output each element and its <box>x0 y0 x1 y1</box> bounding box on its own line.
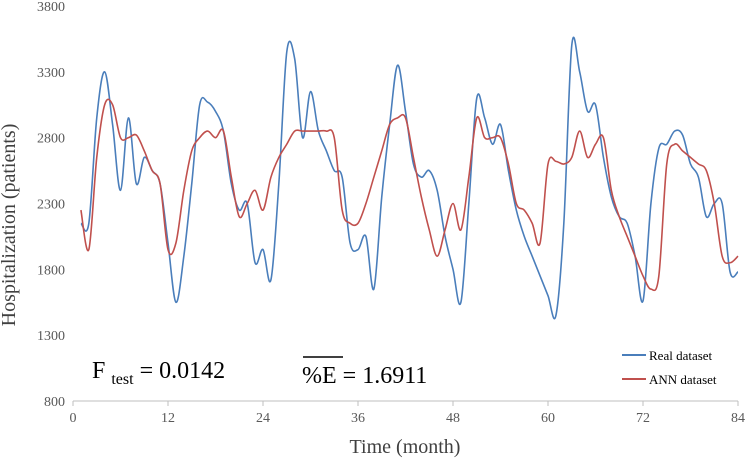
f-test-main: F <box>92 358 105 384</box>
x-axis-ticks: 0 12 24 36 48 60 72 84 <box>70 401 745 426</box>
y-tick-label: 1800 <box>37 263 65 278</box>
error-symbol: %E <box>302 363 337 389</box>
y-tick-label: 800 <box>44 395 65 410</box>
error-annotation: %E = 1.6911 <box>302 363 427 389</box>
y-tick-label: 2300 <box>37 198 65 213</box>
f-test-value: = 0.0142 <box>140 358 226 384</box>
y-tick-label: 3800 <box>37 0 65 15</box>
y-tick-label: 3300 <box>37 66 65 81</box>
y-tick-label: 1300 <box>37 329 65 344</box>
x-tick-label: 84 <box>731 411 745 426</box>
x-tick-label: 12 <box>161 411 175 426</box>
series-line-real <box>80 36 739 320</box>
series-line-ann <box>80 98 739 292</box>
legend-label-real: Real dataset <box>649 348 713 363</box>
x-tick-label: 0 <box>70 411 77 426</box>
series-layer <box>80 36 739 320</box>
f-test-subscript: test <box>111 371 134 388</box>
x-axis-title: Time (month) <box>350 436 461 458</box>
x-tick-label: 72 <box>636 411 650 426</box>
y-axis-title: Hospitalization (patients) <box>0 124 20 327</box>
f-test-annotation: F test = 0.0142 <box>92 358 225 390</box>
error-value: = 1.6911 <box>343 363 428 389</box>
x-tick-label: 48 <box>446 411 460 426</box>
legend-label-ann: ANN dataset <box>649 372 717 387</box>
x-tick-label: 60 <box>541 411 555 426</box>
x-tick-label: 24 <box>256 411 270 426</box>
y-axis-ticks: 800 1300 1800 2300 2800 3300 3800 <box>37 0 65 410</box>
legend: Real dataset ANN dataset <box>622 348 717 387</box>
x-tick-label: 36 <box>351 411 365 426</box>
y-tick-label: 2800 <box>37 132 65 147</box>
